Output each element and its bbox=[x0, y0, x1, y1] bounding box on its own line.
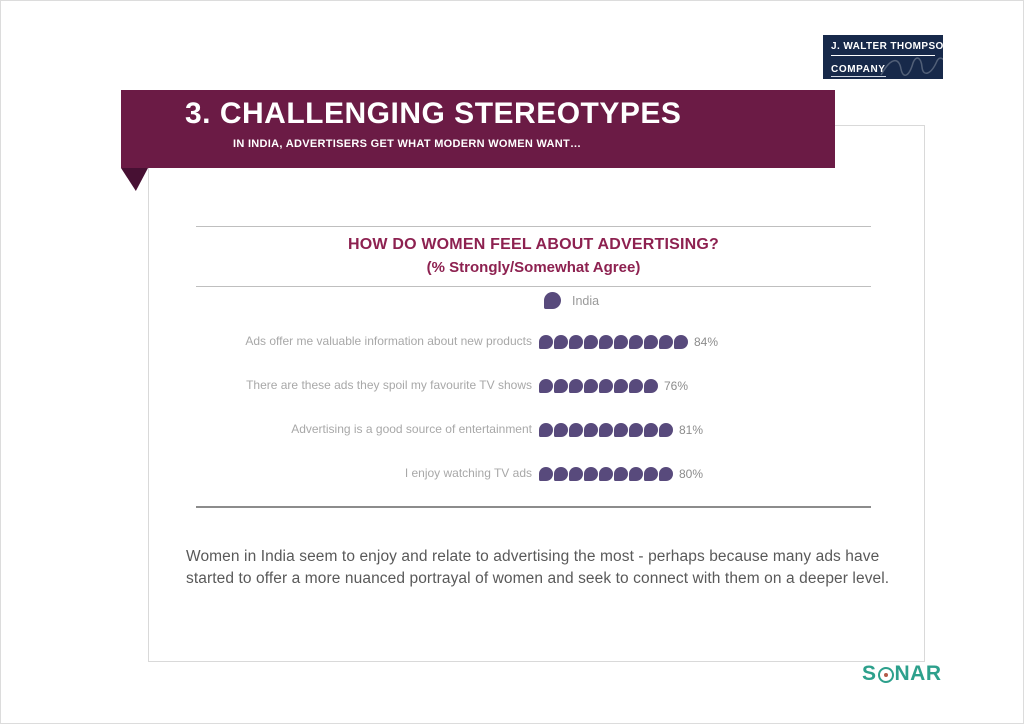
content-card: HOW DO WOMEN FEEL ABOUT ADVERTISING? (% … bbox=[148, 125, 925, 662]
section-title: 3. CHALLENGING STEREOTYPES bbox=[185, 97, 682, 130]
dot-icon bbox=[569, 467, 583, 481]
legend-dot-icon bbox=[544, 292, 561, 309]
sonar-logo: S NAR bbox=[862, 662, 942, 686]
category-label: There are these ads they spoil my favour… bbox=[246, 378, 532, 393]
dot-icon bbox=[644, 379, 658, 393]
dot-icon bbox=[584, 423, 598, 437]
chart-row: There are these ads they spoil my favour… bbox=[196, 364, 896, 408]
dot-icon bbox=[554, 335, 568, 349]
jwt-logo-divider bbox=[831, 55, 935, 56]
value-label: 80% bbox=[679, 467, 704, 481]
jwt-logo-line2: COMPANY bbox=[831, 64, 886, 77]
dot-icon bbox=[614, 467, 628, 481]
dot-icon bbox=[539, 335, 553, 349]
category-label: I enjoy watching TV ads bbox=[404, 466, 532, 481]
divider-below-chart bbox=[196, 506, 871, 508]
dot-icon bbox=[584, 335, 598, 349]
dot-icon bbox=[584, 379, 598, 393]
dot-icon bbox=[554, 423, 568, 437]
chart-subtitle: (% Strongly/Somewhat Agree) bbox=[426, 259, 641, 276]
jwt-company-logo: J. WALTER THOMPSON COMPANY bbox=[823, 35, 943, 79]
value-label: 84% bbox=[694, 335, 719, 349]
chart-row: I enjoy watching TV ads 80% bbox=[196, 452, 896, 496]
dot-icon bbox=[629, 423, 643, 437]
dot-icon bbox=[644, 335, 658, 349]
dot-icon bbox=[659, 423, 673, 437]
category-label: Advertising is a good source of entertai… bbox=[291, 422, 532, 437]
dot-icon bbox=[644, 423, 658, 437]
dot-icon bbox=[629, 335, 643, 349]
dot-bar bbox=[539, 467, 674, 481]
dot-icon bbox=[629, 379, 643, 393]
sonar-radar-o-icon bbox=[877, 667, 894, 683]
divider-below-title bbox=[196, 286, 871, 287]
section-banner: 3. CHALLENGING STEREOTYPES IN INDIA, ADV… bbox=[121, 90, 835, 168]
legend-label: India bbox=[572, 293, 600, 308]
dot-icon bbox=[659, 467, 673, 481]
dot-icon bbox=[614, 335, 628, 349]
chart-title: HOW DO WOMEN FEEL ABOUT ADVERTISING? bbox=[347, 236, 720, 253]
dot-bar bbox=[539, 335, 689, 349]
section-subtitle: IN INDIA, ADVERTISERS GET WHAT MODERN WO… bbox=[233, 138, 582, 150]
dot-icon bbox=[599, 335, 613, 349]
sonar-logo-prefix: S bbox=[862, 662, 877, 685]
divider-above-title bbox=[196, 226, 871, 227]
value-label: 81% bbox=[679, 423, 704, 437]
banner-fold-decoration bbox=[121, 168, 148, 191]
dot-bar bbox=[539, 379, 659, 393]
chart-row: Ads offer me valuable information about … bbox=[196, 320, 896, 364]
dot-bar bbox=[539, 423, 674, 437]
dot-icon bbox=[569, 335, 583, 349]
chart-legend: India bbox=[544, 292, 599, 309]
dot-icon bbox=[539, 379, 553, 393]
dot-icon bbox=[599, 379, 613, 393]
dot-icon bbox=[614, 423, 628, 437]
chart-row: Advertising is a good source of entertai… bbox=[196, 408, 896, 452]
commentary-paragraph: Women in India seem to enjoy and relate … bbox=[186, 548, 890, 587]
jwt-signature-flourish-icon bbox=[880, 57, 943, 76]
dot-icon bbox=[659, 335, 673, 349]
chart-rows: Ads offer me valuable information about … bbox=[196, 320, 896, 496]
dot-icon bbox=[599, 467, 613, 481]
dot-icon bbox=[554, 467, 568, 481]
dot-icon bbox=[614, 379, 628, 393]
dot-icon bbox=[599, 423, 613, 437]
value-label: 76% bbox=[664, 379, 689, 393]
dot-icon bbox=[569, 423, 583, 437]
dot-icon bbox=[554, 379, 568, 393]
dot-icon bbox=[539, 423, 553, 437]
dot-icon bbox=[539, 467, 553, 481]
dot-icon bbox=[629, 467, 643, 481]
sonar-logo-suffix: NAR bbox=[894, 662, 942, 685]
dot-icon bbox=[644, 467, 658, 481]
dot-icon bbox=[569, 379, 583, 393]
dot-icon bbox=[584, 467, 598, 481]
chart-header: HOW DO WOMEN FEEL ABOUT ADVERTISING? (% … bbox=[196, 236, 871, 276]
category-label: Ads offer me valuable information about … bbox=[245, 334, 532, 349]
dot-icon bbox=[674, 335, 688, 349]
jwt-logo-line1: J. WALTER THOMPSON bbox=[831, 41, 943, 52]
